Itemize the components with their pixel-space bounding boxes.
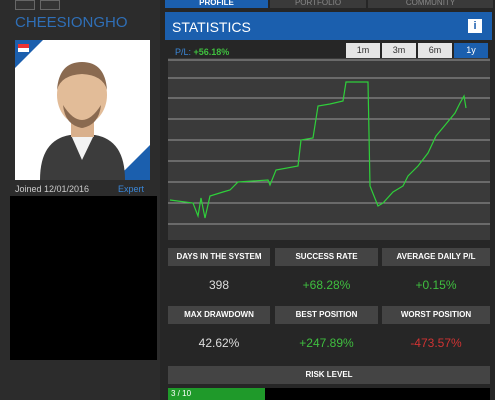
stat-label: WORST POSITION	[382, 306, 490, 324]
risk-bar: 3 / 10	[168, 388, 490, 400]
stat-label: MAX DRAWDOWN	[168, 306, 270, 324]
prev-button[interactable]	[15, 0, 35, 10]
chart-grid	[168, 59, 490, 225]
stat-label: AVERAGE DAILY P/L	[382, 248, 490, 266]
pl-value: +56.18%	[193, 47, 230, 57]
statistics-header	[165, 12, 492, 40]
stat-value: 398	[208, 278, 230, 292]
joined-date: Joined 12/01/2016	[15, 184, 90, 194]
range-button[interactable]: 1y	[454, 43, 488, 58]
risk-header: RISK LEVEL	[168, 366, 490, 384]
statistics-title: STATISTICS	[172, 19, 251, 35]
pl-summary: P/L: +56.18%	[175, 47, 229, 57]
info-button[interactable]: i	[468, 19, 482, 33]
avatar	[15, 40, 150, 180]
avatar-image	[15, 40, 150, 180]
pl-label: P/L:	[175, 47, 192, 57]
chart-background	[168, 58, 490, 240]
stat-value: 42.62%	[198, 336, 240, 350]
tab[interactable]: COMMUNITY	[368, 0, 493, 8]
next-button[interactable]	[40, 0, 60, 10]
stat-value: +68.28%	[302, 278, 351, 292]
risk-label: 3 / 10	[171, 389, 192, 398]
range-button[interactable]: 6m	[418, 43, 452, 58]
media-box	[10, 196, 157, 360]
tab[interactable]: PROFILE	[165, 0, 268, 8]
risk-fill	[168, 388, 265, 400]
stat-value: -473.57%	[410, 336, 462, 350]
range-button[interactable]: 3m	[382, 43, 416, 58]
profile-panel: CHEESIONGHO Joined 12/01/2016 Expert	[0, 0, 160, 400]
user-level[interactable]: Expert	[118, 184, 145, 194]
stat-label: SUCCESS RATE	[275, 248, 378, 266]
stat-value: +0.15%	[415, 278, 457, 292]
pl-chart	[168, 58, 490, 240]
stat-label: DAYS IN THE SYSTEM	[168, 248, 270, 266]
stat-label: BEST POSITION	[275, 306, 378, 324]
stat-value: +247.89%	[299, 336, 354, 350]
range-button[interactable]: 1m	[346, 43, 380, 58]
tab[interactable]: PORTFOLIO	[270, 0, 366, 8]
pl-line	[169, 81, 467, 219]
user-name: CHEESIONGHO	[15, 14, 128, 31]
